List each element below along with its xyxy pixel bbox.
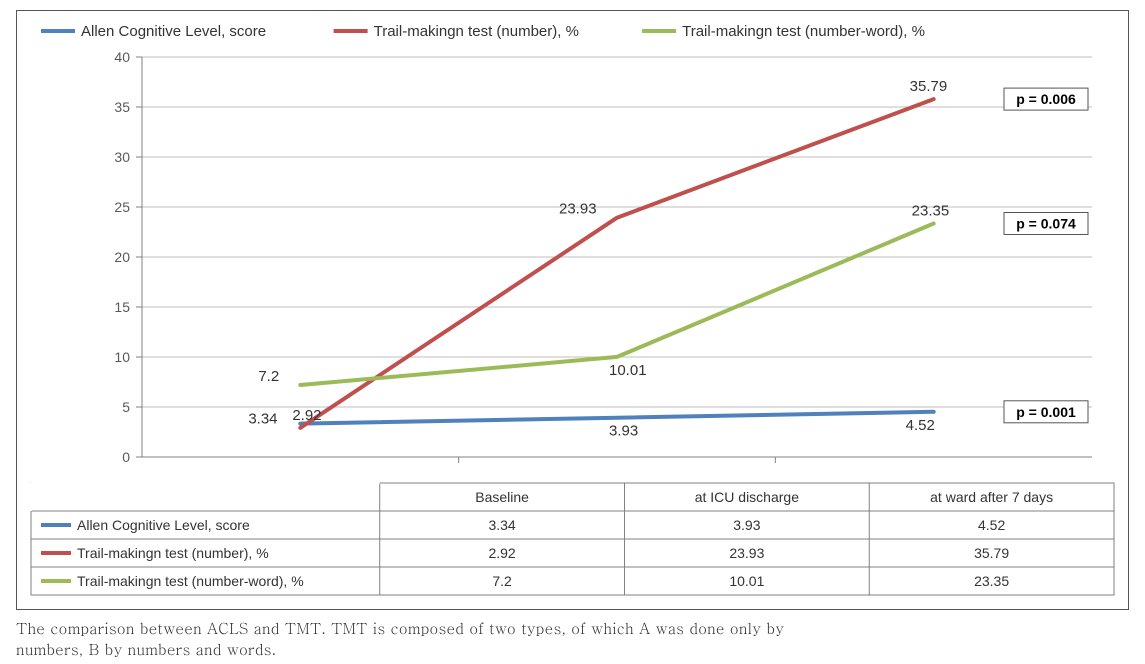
y-tick-label: 20 xyxy=(114,249,130,265)
pvalue-label: p = 0.001 xyxy=(1016,404,1076,420)
y-tick-label: 0 xyxy=(122,449,130,465)
data-label: 4.52 xyxy=(906,417,935,434)
legend-label: Trail-makingn test (number-word), % xyxy=(682,23,925,40)
y-tick-label: 25 xyxy=(114,199,130,215)
data-label: 35.79 xyxy=(910,78,948,95)
y-tick-label: 5 xyxy=(122,399,130,415)
table-header-cell: Baseline xyxy=(475,489,529,505)
caption-line-1: The comparison between ACLS and TMT. TMT… xyxy=(16,618,784,639)
table-cell: 10.01 xyxy=(729,573,764,589)
y-tick-label: 10 xyxy=(114,349,130,365)
legend-label: Trail-makingn test (number), % xyxy=(374,23,579,40)
table-cell: 7.2 xyxy=(492,573,512,589)
y-tick-label: 30 xyxy=(114,149,130,165)
table-cell: 2.92 xyxy=(488,545,515,561)
table-cell: 23.93 xyxy=(729,545,764,561)
figure-caption: The comparison between ACLS and TMT. TMT… xyxy=(16,618,1129,660)
data-label: 23.93 xyxy=(559,201,597,218)
table-cell: 23.35 xyxy=(974,573,1009,589)
table-row-label: Trail-makingn test (number-word), % xyxy=(77,573,304,589)
data-label: 23.35 xyxy=(912,203,950,220)
data-label: 3.34 xyxy=(248,411,277,428)
chart-svg: Allen Cognitive Level, score Trail-making… xyxy=(17,11,1128,609)
legend-label: Allen Cognitive Level, score xyxy=(81,23,266,40)
table-cell: 35.79 xyxy=(974,545,1009,561)
table-cell: 3.93 xyxy=(733,517,760,533)
data-label: 2.92 xyxy=(292,407,321,424)
chart-box: Allen Cognitive Level, score Trail-making… xyxy=(16,10,1129,610)
table-cell: 3.34 xyxy=(488,517,515,533)
pvalue-label: p = 0.006 xyxy=(1016,91,1076,107)
table-header-cell: at ICU discharge xyxy=(695,489,799,505)
table-row-label: Trail-makingn test (number), % xyxy=(77,545,269,561)
table-cell: 4.52 xyxy=(978,517,1005,533)
data-label: 7.2 xyxy=(258,368,279,385)
table-header-cell: at ward after 7 days xyxy=(930,489,1053,505)
y-tick-label: 40 xyxy=(114,49,130,65)
caption-line-2: numbers, B by numbers and words. xyxy=(16,639,1129,660)
y-tick-label: 35 xyxy=(114,99,130,115)
y-tick-label: 15 xyxy=(114,299,130,315)
table-row-label: Allen Cognitive Level, score xyxy=(77,517,250,533)
pvalue-label: p = 0.074 xyxy=(1016,216,1076,232)
data-label: 10.01 xyxy=(609,362,647,379)
data-label: 3.93 xyxy=(609,423,638,440)
figure-frame: Allen Cognitive Level, score Trail-making… xyxy=(0,0,1145,664)
